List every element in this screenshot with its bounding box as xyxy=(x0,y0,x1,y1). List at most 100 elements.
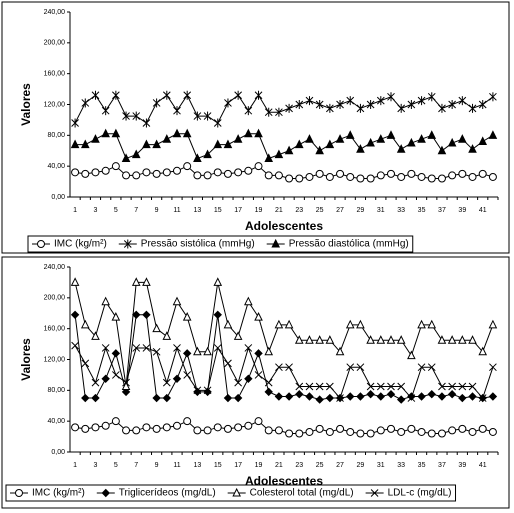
marker xyxy=(325,335,335,344)
marker xyxy=(224,98,232,108)
marker-shape xyxy=(274,171,283,180)
marker xyxy=(101,488,110,498)
marker xyxy=(417,319,426,329)
marker xyxy=(254,90,263,100)
marker-shape xyxy=(335,346,345,356)
marker-shape xyxy=(448,171,457,180)
marker xyxy=(285,103,293,113)
marker-shape xyxy=(478,424,487,433)
marker-shape xyxy=(142,310,151,319)
marker xyxy=(244,296,253,306)
y-tick-label: 240,00 xyxy=(44,9,66,16)
x-tick-label: 29 xyxy=(357,207,365,214)
marker-shape xyxy=(295,382,304,391)
marker-shape xyxy=(70,310,80,319)
marker-shape xyxy=(162,331,172,340)
marker xyxy=(213,168,222,177)
marker xyxy=(244,166,253,175)
marker xyxy=(264,346,274,356)
marker-shape xyxy=(142,423,151,432)
y-tick-label: 80,00 xyxy=(47,387,65,394)
marker xyxy=(386,130,396,139)
marker xyxy=(223,319,233,329)
x-tick-label: 1 xyxy=(73,207,77,214)
marker-shape xyxy=(111,349,121,358)
marker xyxy=(203,386,212,395)
marker xyxy=(244,421,253,430)
marker-shape xyxy=(71,423,80,432)
marker-shape xyxy=(162,423,171,432)
marker-shape xyxy=(488,319,498,329)
marker-shape xyxy=(80,319,90,329)
marker xyxy=(152,98,161,108)
marker-shape xyxy=(91,134,100,143)
marker xyxy=(417,172,426,181)
x-tick-label: 23 xyxy=(295,207,303,214)
marker-shape xyxy=(71,341,79,350)
marker-shape xyxy=(152,393,161,403)
marker xyxy=(234,168,243,177)
marker-shape xyxy=(427,389,436,399)
marker-shape xyxy=(325,139,335,149)
marker-shape xyxy=(387,169,395,178)
marker-shape xyxy=(407,169,416,178)
marker-shape xyxy=(142,344,151,352)
marker xyxy=(112,371,120,379)
marker-shape xyxy=(213,423,222,432)
marker xyxy=(70,139,80,149)
marker xyxy=(193,171,202,180)
marker xyxy=(437,145,447,155)
marker xyxy=(326,382,334,391)
y-tick-label: 240,00 xyxy=(44,264,66,271)
x-tick-label: 3 xyxy=(94,462,98,469)
marker xyxy=(478,424,487,433)
marker xyxy=(101,296,110,306)
marker xyxy=(315,145,324,155)
marker xyxy=(478,100,487,109)
marker xyxy=(397,382,406,391)
marker xyxy=(356,103,365,113)
marker-shape xyxy=(376,171,385,180)
marker xyxy=(387,92,395,102)
marker-shape xyxy=(131,277,141,286)
marker-shape xyxy=(336,169,345,178)
marker-shape xyxy=(325,335,335,344)
marker-shape xyxy=(407,424,416,433)
marker-shape xyxy=(305,382,314,391)
marker-shape xyxy=(193,346,202,356)
marker xyxy=(112,90,120,100)
marker xyxy=(335,346,345,356)
marker xyxy=(101,374,110,383)
marker-shape xyxy=(274,319,284,329)
marker-shape xyxy=(448,426,457,435)
marker xyxy=(468,103,477,113)
marker xyxy=(447,389,457,399)
marker-shape xyxy=(366,335,375,344)
marker-shape xyxy=(366,382,375,391)
marker-shape xyxy=(183,417,192,426)
marker-shape xyxy=(376,392,386,401)
marker xyxy=(132,111,141,121)
marker xyxy=(223,424,232,433)
marker xyxy=(182,128,192,138)
x-tick-label: 31 xyxy=(377,207,385,214)
marker xyxy=(427,92,436,102)
marker xyxy=(407,424,416,433)
marker-shape xyxy=(325,393,335,403)
x-tick-label: 39 xyxy=(458,462,466,469)
marker xyxy=(458,424,467,433)
marker-shape xyxy=(366,137,375,147)
marker xyxy=(203,111,212,121)
marker-shape xyxy=(447,137,457,147)
marker-shape xyxy=(152,347,161,356)
marker-shape xyxy=(295,174,304,183)
legend-label: IMC (kg/m²) xyxy=(54,239,107,250)
marker xyxy=(488,427,497,436)
marker-shape xyxy=(488,130,498,139)
marker-shape xyxy=(417,363,426,372)
marker-shape xyxy=(244,128,253,138)
marker xyxy=(224,359,232,368)
x-tick-label: 31 xyxy=(377,462,385,469)
x-tick-label: 21 xyxy=(275,207,283,214)
marker xyxy=(336,424,345,433)
